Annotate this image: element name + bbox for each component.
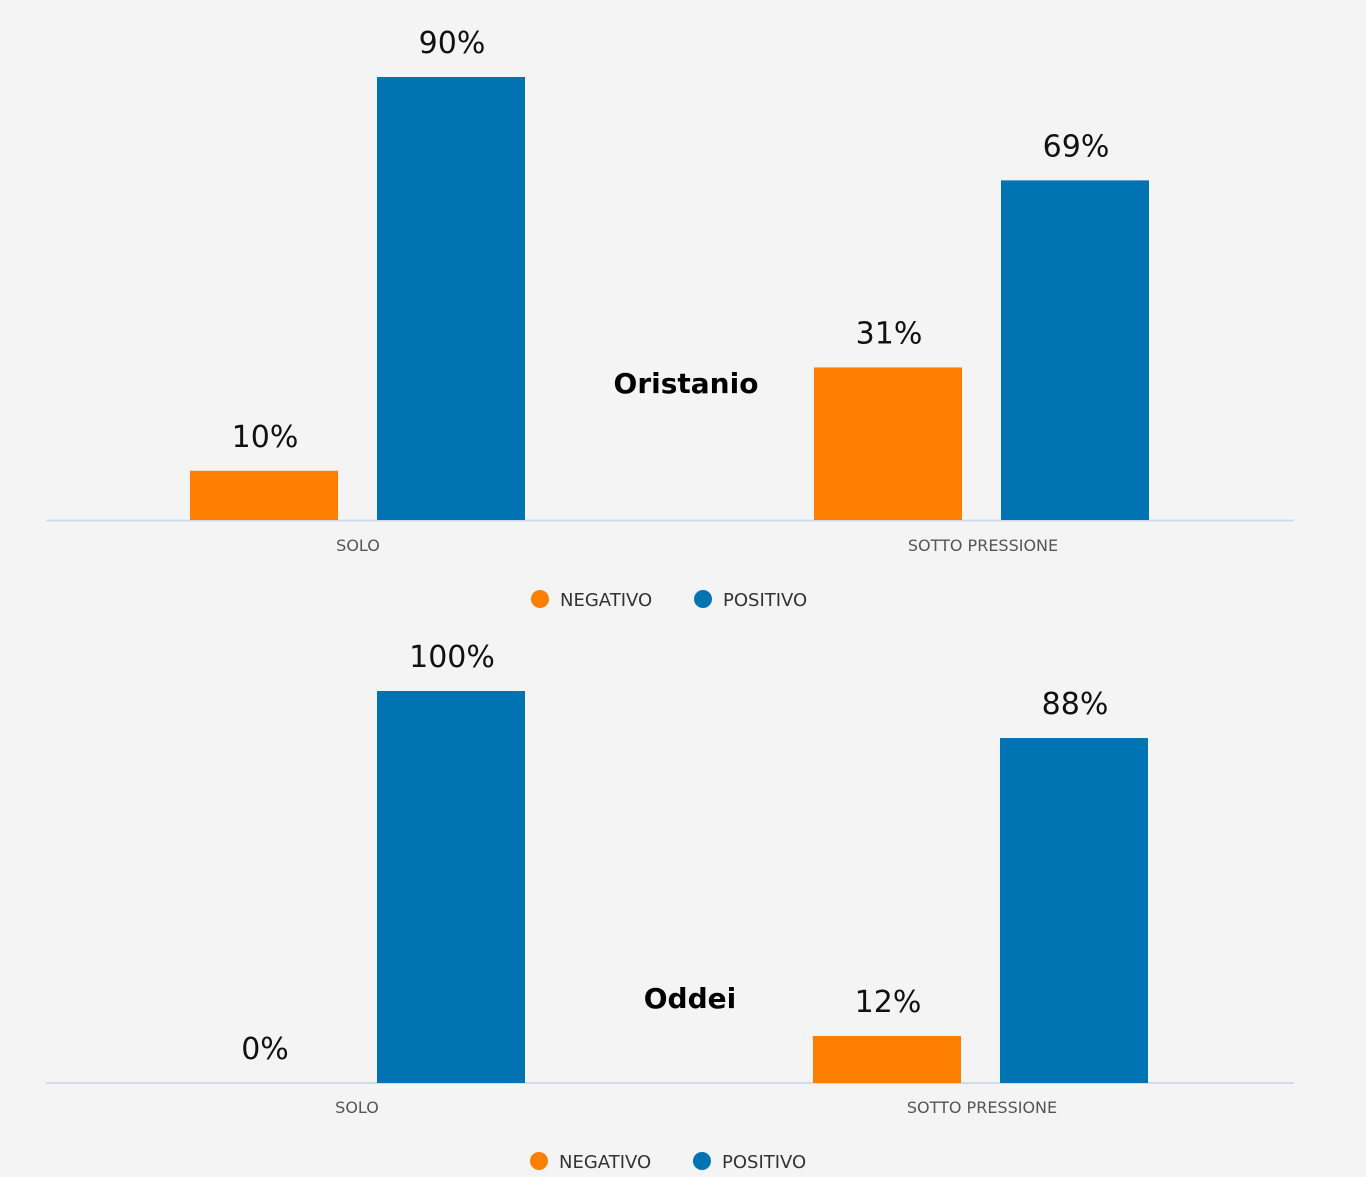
- legend-marker-negativo: [531, 590, 549, 608]
- legend-marker-positivo: [693, 1152, 711, 1170]
- bar-negativo-solo: [190, 470, 338, 520]
- bar-positivo-solo: [377, 77, 525, 520]
- data-label-negativo-solo: 10%: [232, 420, 299, 455]
- legend-marker-negativo: [530, 1152, 548, 1170]
- legend-label-negativo: NEGATIVO: [560, 590, 652, 611]
- category-label-sotto-pressione: SOTTO PRESSIONE: [907, 1098, 1057, 1117]
- chart-oristanio: 10% 90% 31% 69% SOLO SOTTO PRESSIONE Ori…: [46, 26, 1294, 611]
- data-label-positivo-solo: 90%: [419, 26, 486, 61]
- data-label-negativo-sotto-pressione: 31%: [856, 316, 923, 351]
- legend-label-positivo: POSITIVO: [723, 590, 807, 611]
- chart-annotation: Oristanio: [614, 367, 759, 400]
- bar-negativo-sotto-pressione: [814, 367, 962, 520]
- category-label-solo: SOLO: [335, 1098, 379, 1117]
- category-label-solo: SOLO: [336, 536, 380, 555]
- chart-oddei: 0% 100% 12% 88% SOLO SOTTO PRESSIONE Odd…: [46, 640, 1294, 1173]
- chart-annotation: Oddei: [644, 982, 736, 1015]
- category-label-sotto-pressione: SOTTO PRESSIONE: [908, 536, 1058, 555]
- legend: NEGATIVO POSITIVO: [530, 1152, 806, 1173]
- data-label-positivo-solo: 100%: [409, 640, 495, 675]
- bar-negativo-sotto-pressione: [813, 1035, 961, 1083]
- legend-label-negativo: NEGATIVO: [559, 1152, 651, 1173]
- data-label-positivo-sotto-pressione: 69%: [1043, 129, 1110, 164]
- legend-marker-positivo: [694, 590, 712, 608]
- bar-positivo-sotto-pressione: [1001, 180, 1149, 520]
- legend-label-positivo: POSITIVO: [722, 1152, 806, 1173]
- legend: NEGATIVO POSITIVO: [531, 590, 807, 611]
- data-label-negativo-sotto-pressione: 12%: [855, 985, 922, 1020]
- bar-positivo-solo: [377, 691, 525, 1083]
- data-label-negativo-solo: 0%: [241, 1032, 289, 1067]
- bar-positivo-sotto-pressione: [1000, 738, 1148, 1083]
- data-label-positivo-sotto-pressione: 88%: [1042, 687, 1109, 722]
